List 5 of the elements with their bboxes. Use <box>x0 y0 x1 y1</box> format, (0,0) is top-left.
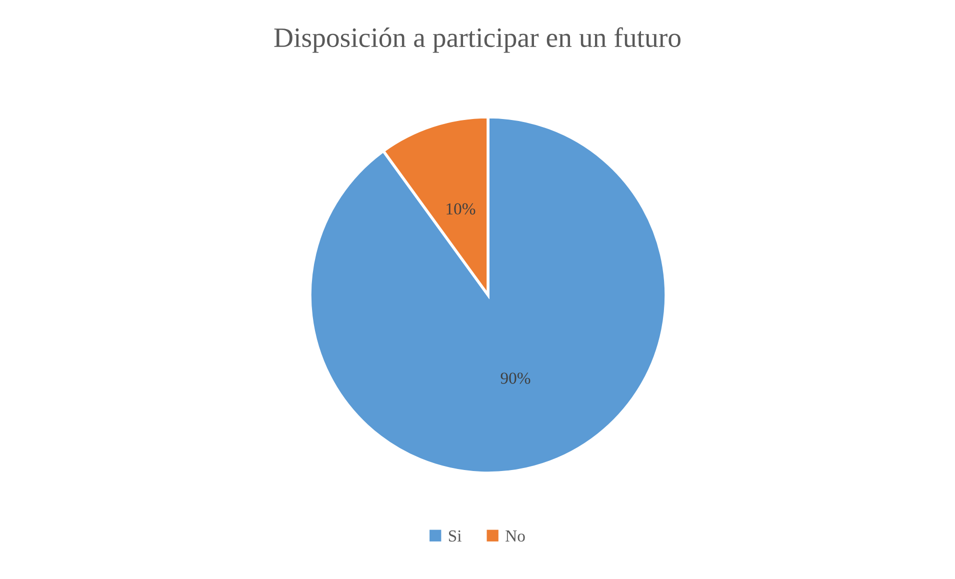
chart-title: Disposición a participar en un futuro <box>274 27 680 53</box>
legend-label: No <box>506 530 525 542</box>
data-label: 10% <box>446 203 476 215</box>
legend-label: Si <box>448 530 462 542</box>
data-label: 90% <box>500 372 530 384</box>
